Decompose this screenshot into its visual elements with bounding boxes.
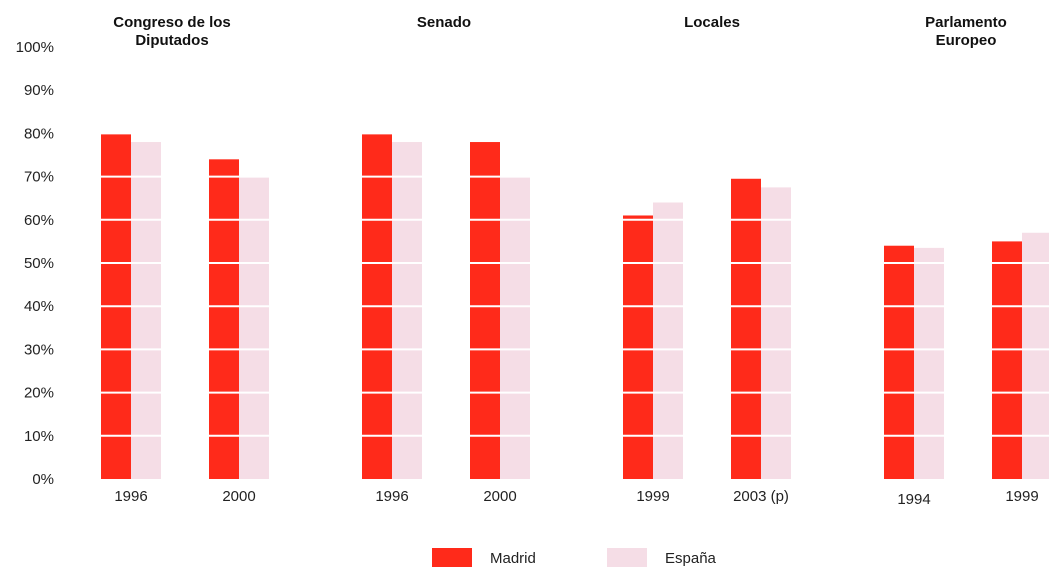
y-tick-label: 60% — [24, 212, 54, 229]
bar-madrid — [209, 159, 239, 479]
bar-madrid — [884, 245, 914, 479]
y-tick-label: 30% — [24, 341, 54, 358]
bar-espana — [392, 142, 422, 480]
bar-espana — [914, 247, 944, 479]
bar-espana — [239, 176, 269, 479]
group-title: Congreso de los — [113, 14, 231, 31]
y-tick-label: 20% — [24, 385, 54, 402]
y-tick-label: 70% — [24, 169, 54, 186]
y-tick-label: 80% — [24, 125, 54, 142]
y-tick-label: 90% — [24, 82, 54, 99]
x-category-label: 1999 — [1005, 488, 1038, 505]
bar-madrid — [470, 142, 500, 480]
group-title: Senado — [417, 14, 471, 31]
y-axis: 0% 10% 20% 30% 40% 50% 60% 70% 80% 90% 100% — [16, 39, 54, 488]
x-category-label: 1996 — [375, 488, 408, 505]
group-title: Parlamento — [925, 14, 1007, 31]
bar-espana — [653, 202, 683, 479]
y-tick-label: 10% — [24, 428, 54, 445]
bar-madrid — [731, 178, 761, 479]
x-category-label: 2003 (p) — [733, 488, 789, 505]
y-tick-label: 40% — [24, 298, 54, 315]
legend-swatch — [607, 548, 647, 567]
bar-espana — [761, 187, 791, 479]
legend-swatch — [432, 548, 472, 567]
x-category-label: 1994 — [897, 491, 930, 508]
bar-espana — [500, 176, 530, 479]
y-tick-label: 50% — [24, 255, 54, 272]
legend: Madrid España — [432, 548, 717, 567]
bar-madrid — [992, 241, 1022, 479]
category-labels: 1996 2000 1996 2000 1999 2003 (p) 1994 1999 — [114, 488, 1038, 508]
x-category-label: 2000 — [222, 488, 255, 505]
x-category-label: 1999 — [636, 488, 669, 505]
x-category-label: 2000 — [483, 488, 516, 505]
group-title: Locales — [684, 14, 740, 31]
bar-madrid — [623, 215, 653, 480]
y-tick-label: 0% — [32, 471, 54, 488]
bar-espana — [1022, 232, 1049, 479]
group-title: Europeo — [936, 32, 997, 49]
x-category-label: 1996 — [114, 488, 147, 505]
y-tick-label: 100% — [16, 39, 54, 56]
bar-espana — [131, 142, 161, 480]
legend-label: Madrid — [490, 550, 536, 567]
group-title: Diputados — [135, 32, 208, 49]
legend-label: España — [665, 550, 717, 567]
bar-separators — [101, 89, 1049, 437]
